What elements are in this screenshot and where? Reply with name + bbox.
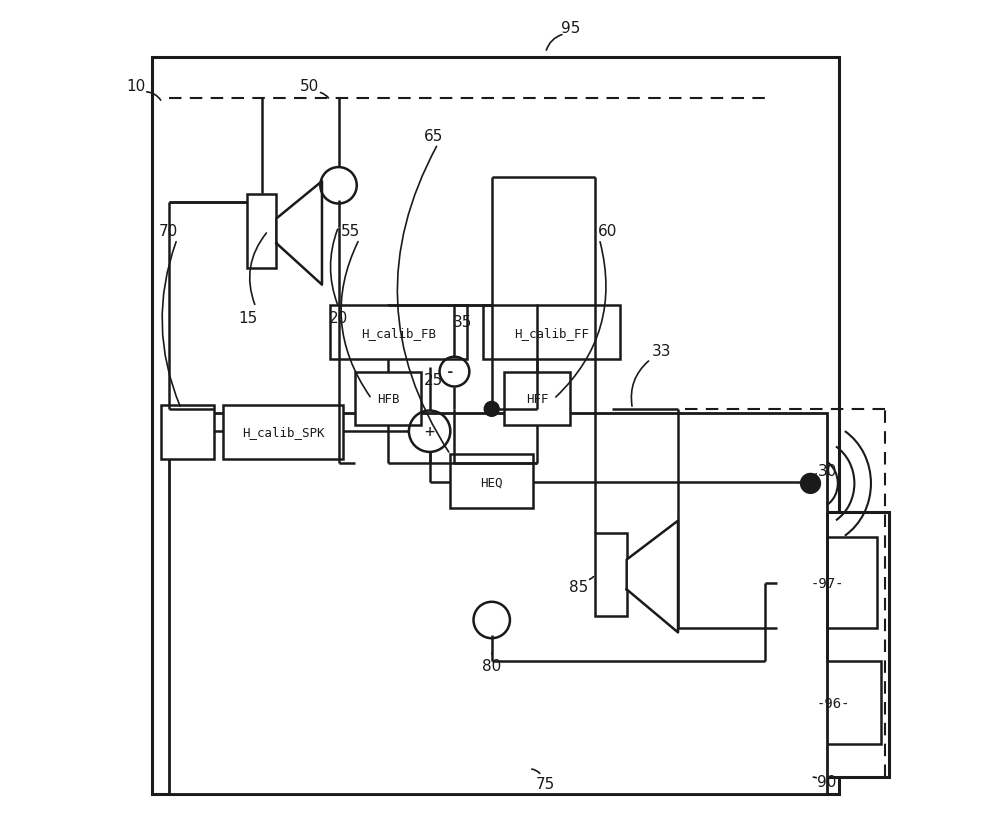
Bar: [483, 306, 620, 360]
Bar: [450, 455, 533, 509]
Text: HFB: HFB: [377, 393, 399, 406]
Text: 85: 85: [569, 580, 588, 595]
Text: HEQ: HEQ: [480, 476, 503, 489]
Text: 90: 90: [817, 774, 837, 789]
Bar: [765, 513, 889, 777]
Text: H_calib_FB: H_calib_FB: [361, 327, 436, 340]
Bar: [247, 194, 276, 269]
Bar: [161, 405, 214, 459]
Text: -97-: -97-: [810, 576, 844, 590]
Bar: [330, 306, 467, 360]
Text: 25: 25: [424, 373, 443, 388]
Text: +: +: [425, 423, 435, 441]
Text: 33: 33: [652, 344, 671, 359]
Bar: [595, 533, 627, 616]
Text: 15: 15: [238, 311, 257, 326]
Bar: [376, 422, 761, 769]
Text: 70: 70: [159, 224, 178, 239]
Bar: [355, 372, 421, 426]
Text: 80: 80: [482, 658, 501, 673]
Text: 20: 20: [329, 311, 348, 326]
Bar: [223, 405, 343, 459]
Circle shape: [484, 402, 499, 417]
Text: 60: 60: [598, 224, 617, 239]
Circle shape: [801, 474, 820, 494]
Text: H_calib_FF: H_calib_FF: [514, 327, 589, 340]
Text: 35: 35: [453, 315, 472, 330]
Text: H_calib_SPK: H_calib_SPK: [242, 425, 324, 438]
Text: -96-: -96-: [817, 696, 850, 710]
Bar: [786, 662, 881, 744]
Polygon shape: [276, 182, 322, 285]
Text: HFF: HFF: [526, 393, 549, 406]
Polygon shape: [627, 521, 678, 633]
Text: 50: 50: [300, 79, 319, 94]
Bar: [504, 372, 570, 426]
Text: 65: 65: [424, 129, 443, 144]
Text: 30: 30: [817, 464, 837, 479]
Text: 95: 95: [561, 22, 580, 36]
Text: 75: 75: [536, 777, 555, 791]
Bar: [169, 414, 827, 794]
Text: 10: 10: [126, 79, 145, 94]
Bar: [777, 538, 877, 629]
Bar: [152, 58, 839, 794]
Text: 55: 55: [341, 224, 361, 239]
